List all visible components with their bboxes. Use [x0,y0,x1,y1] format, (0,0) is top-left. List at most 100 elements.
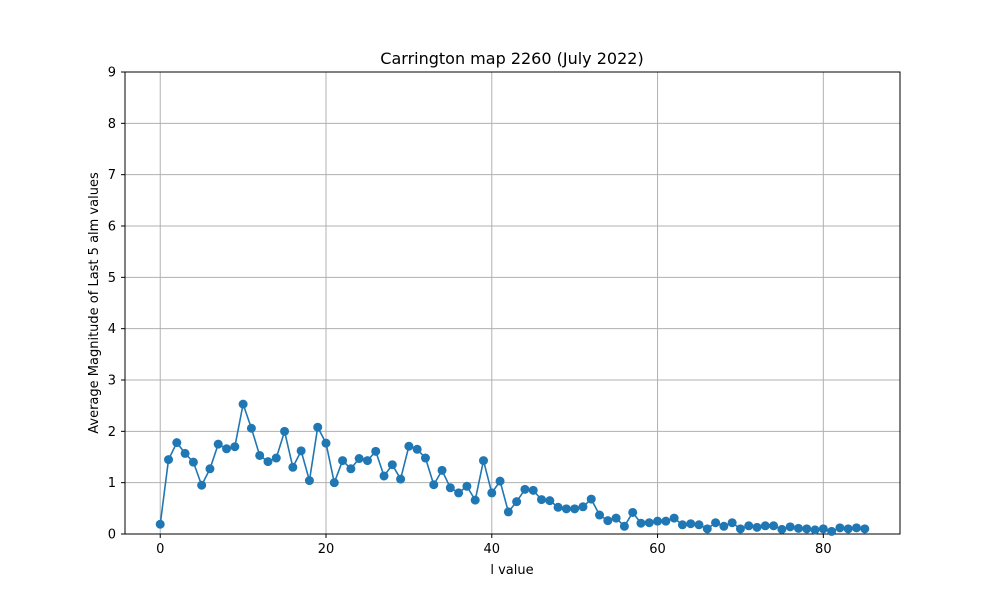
data-point [454,488,464,498]
data-point [818,524,828,534]
y-tick-label: 5 [108,271,116,286]
x-axis-label: l value [490,563,533,578]
data-point [702,524,712,534]
data-point [669,513,679,523]
x-tick-label: 20 [318,542,335,557]
data-point [661,516,671,526]
x-tick-label: 40 [484,542,501,557]
data-point [653,516,663,526]
data-point [420,453,430,463]
data-point [213,439,223,449]
data-point [810,525,820,535]
data-point [197,480,207,490]
y-tick-label: 6 [108,220,116,235]
data-point [338,456,348,466]
data-point [288,462,298,472]
y-tick-label: 4 [108,322,116,337]
plot-frame [124,71,901,535]
chart-title: Carrington map 2260 (July 2022) [380,49,643,68]
y-tick-label: 0 [108,528,116,543]
y-tick-label: 8 [108,117,116,132]
data-point [793,523,803,533]
data-point [744,521,754,531]
data-point [346,464,356,474]
data-point [760,521,770,531]
x-tick-label: 0 [156,542,164,557]
data-point [752,522,762,532]
data-point [222,444,232,454]
data-point [561,504,571,514]
data-point [354,454,364,464]
data-point [164,455,174,465]
data-point [570,504,580,514]
data-point [437,465,447,475]
data-point [271,453,281,463]
data-point [313,422,323,432]
data-point [362,456,372,466]
data-point [503,507,513,517]
data-point [487,488,497,498]
data-point [188,457,198,467]
data-point [205,464,215,474]
data-point [512,497,522,507]
data-point [520,484,530,494]
data-point [280,426,290,436]
x-tick-label: 80 [815,542,832,557]
data-point [495,476,505,486]
y-tick-label: 3 [108,374,116,389]
data-point [727,518,737,528]
y-tick-label: 7 [108,168,116,183]
data-point [595,510,605,520]
y-tick-label: 2 [108,425,116,440]
data-point [387,460,397,470]
data-point [263,457,273,467]
data-point [644,518,654,528]
data-point [628,507,638,517]
data-point [603,516,613,526]
data-point [835,523,845,533]
data-point [777,524,787,534]
data-point [769,521,779,531]
data-point [802,524,812,534]
data-point [255,450,265,460]
data-point [379,471,389,481]
data-point [586,494,596,504]
data-point [686,519,696,529]
y-tick-label: 1 [108,476,116,491]
data-point [860,524,870,534]
x-tick-label: 60 [649,542,666,557]
data-point [677,520,687,530]
data-point [719,521,729,531]
data-point [578,502,588,512]
data-point [785,522,795,532]
y-tick-label: 9 [108,66,116,81]
data-point [843,524,853,534]
axes-ticks: 0 20 40 60 80 0 1 2 3 4 5 6 7 8 9 [108,66,832,558]
data-point [827,526,837,536]
data-point [537,495,547,505]
data-point [321,438,331,448]
data-point [396,474,406,484]
data-point [735,524,745,534]
data-point [553,502,563,512]
data-point [412,444,422,454]
data-point [611,513,621,523]
data-point [470,495,480,505]
data-point [246,423,256,433]
data-point [636,518,646,528]
data-point [429,480,439,490]
data-point [711,518,721,528]
data-point [371,446,381,456]
data-point [445,483,455,493]
series [155,399,870,536]
data-point [180,448,190,458]
data-point [851,523,861,533]
data-point [462,481,472,491]
data-point [545,496,555,506]
data-point [304,476,314,486]
data-point [155,519,165,529]
data-point [528,485,538,495]
data-point [404,441,414,451]
